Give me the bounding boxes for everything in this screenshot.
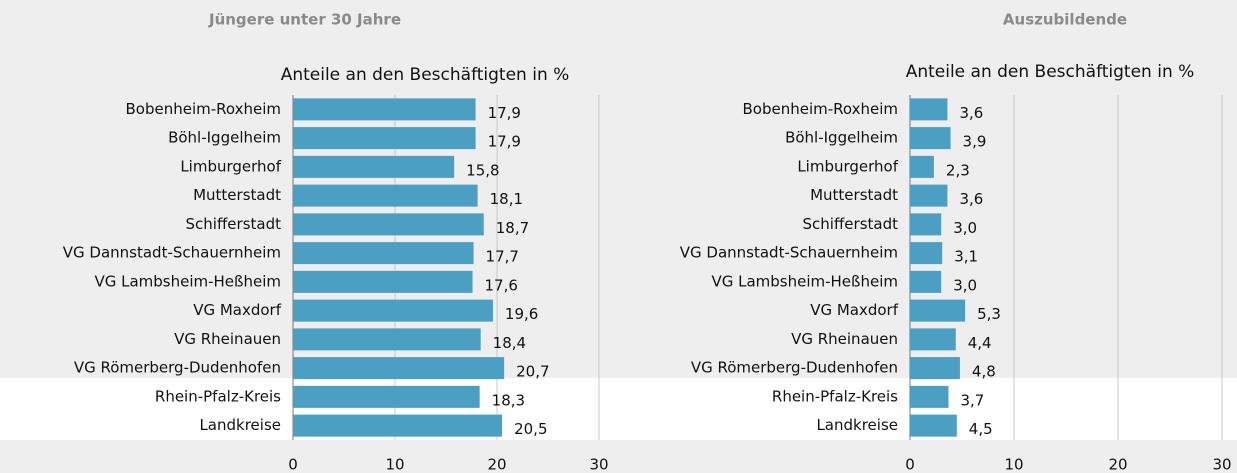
value-label: 17,7 [486,248,519,266]
x-tick-label: 30 [589,456,608,473]
bar [910,127,951,150]
x-tick-label: 20 [1108,456,1127,473]
bar [910,299,966,322]
chart-title: Jüngere unter 30 Jahre [208,11,401,29]
bar [293,98,476,121]
bar [293,328,481,351]
x-tick-label: 0 [905,456,915,473]
bar [293,213,484,236]
category-label: Rhein-Pfalz-Kreis [155,387,281,405]
value-label: 3,7 [960,391,984,409]
value-label: 18,1 [490,190,523,208]
category-label: VG Maxdorf [193,301,282,319]
bar [910,270,942,293]
category-label: VG Lambsheim-Heßheim [94,272,281,290]
bar [910,328,956,351]
value-label: 17,9 [488,133,521,151]
bar [910,184,948,207]
value-label: 5,3 [977,305,1001,323]
category-label: Limburgerhof [180,157,281,175]
bar [910,357,960,380]
bar [910,385,949,408]
chart-subtitle: Anteile an den Beschäftigten in % [906,62,1195,82]
category-label: Rhein-Pfalz-Kreis [772,387,898,405]
value-label: 3,0 [953,276,977,294]
x-tick-label: 10 [385,456,404,473]
category-label: VG Maxdorf [810,301,899,319]
category-label: VG Römerberg-Dudenhofen [691,359,898,377]
category-label: Limburgerhof [797,157,898,175]
bar [293,299,493,322]
category-label: Böhl-Iggelheim [785,129,898,147]
value-label: 17,6 [485,276,518,294]
category-label: Böhl-Iggelheim [168,129,281,147]
category-label: Landkreise [816,416,898,434]
value-label: 17,9 [488,104,521,122]
category-label: Schifferstadt [803,215,899,233]
category-label: Mutterstadt [193,186,281,204]
value-label: 15,8 [466,161,499,179]
bar [293,270,473,293]
bar [293,155,455,178]
category-label: VG Dannstadt-Schauernheim [680,244,898,262]
bar [910,155,934,178]
x-tick-label: 20 [487,456,506,473]
value-label: 18,7 [496,219,529,237]
value-label: 20,5 [514,420,547,438]
category-label: VG Dannstadt-Schauernheim [63,244,281,262]
category-label: Bobenheim-Roxheim [125,100,281,118]
x-tick-label: 30 [1212,456,1231,473]
value-label: 19,6 [505,305,538,323]
value-label: 18,4 [493,334,526,352]
value-label: 4,8 [972,363,996,381]
value-label: 3,0 [953,219,977,237]
value-label: 20,7 [516,363,549,381]
value-label: 18,3 [492,391,525,409]
category-label: Mutterstadt [810,186,898,204]
value-label: 3,1 [954,248,978,266]
category-label: VG Rheinauen [174,330,281,348]
chart-title: Auszubildende [1003,11,1127,29]
highlight-band [0,378,1237,440]
category-label: VG Rheinauen [791,330,898,348]
category-label: Landkreise [199,416,281,434]
bar [910,213,942,236]
bar [910,242,943,265]
bar [293,385,480,408]
value-label: 4,4 [968,334,992,352]
category-label: Schifferstadt [186,215,282,233]
value-label: 2,3 [946,161,970,179]
value-label: 3,6 [959,190,983,208]
category-label: VG Lambsheim-Heßheim [711,272,898,290]
category-label: VG Römerberg-Dudenhofen [74,359,281,377]
x-tick-label: 0 [288,456,298,473]
bar [293,184,478,207]
bar [293,414,503,437]
bar [293,357,505,380]
bar [910,414,957,437]
bar [910,98,948,121]
bar [293,242,474,265]
value-label: 3,9 [963,133,987,151]
value-label: 4,5 [969,420,993,438]
chart-subtitle: Anteile an den Beschäftigten in % [281,65,570,85]
bar [293,127,476,150]
x-tick-label: 10 [1004,456,1023,473]
category-label: Bobenheim-Roxheim [742,100,898,118]
value-label: 3,6 [959,104,983,122]
